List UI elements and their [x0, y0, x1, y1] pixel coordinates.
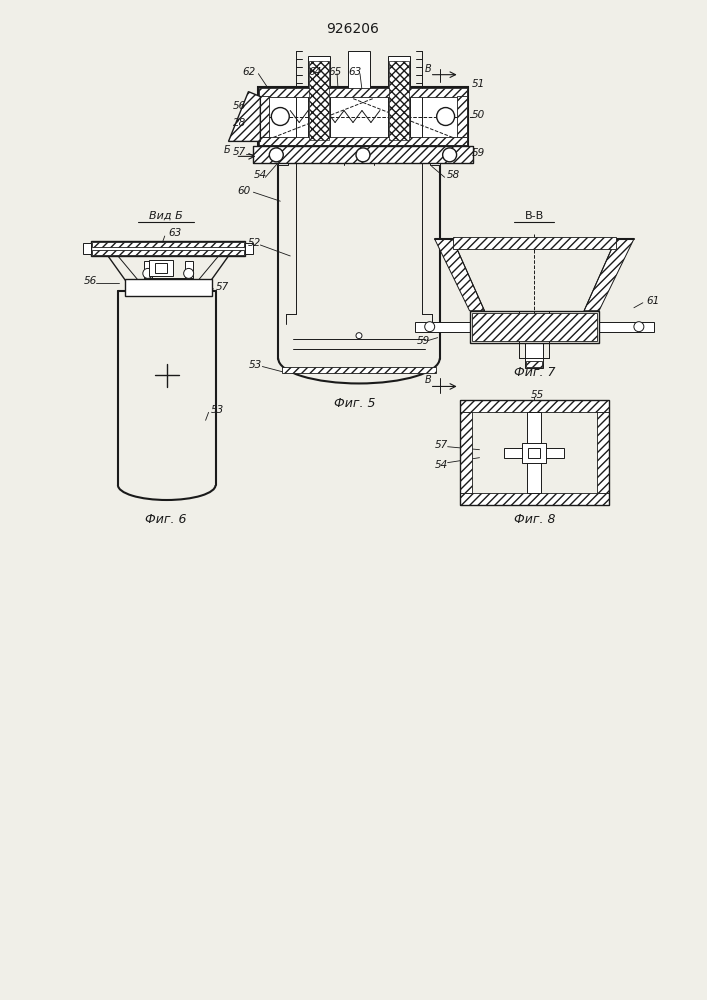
- Bar: [469, 311, 599, 343]
- Bar: [597, 412, 609, 493]
- Text: 62: 62: [243, 67, 256, 77]
- Text: В: В: [425, 375, 431, 385]
- Bar: [185, 261, 192, 286]
- Text: Фиг. 8: Фиг. 8: [513, 513, 555, 526]
- Text: 54: 54: [253, 170, 267, 180]
- Text: 57: 57: [216, 282, 229, 292]
- Bar: [259, 137, 467, 145]
- Bar: [155, 263, 167, 273]
- Bar: [259, 88, 467, 97]
- Text: 57: 57: [435, 440, 448, 450]
- Bar: [525, 343, 543, 368]
- Circle shape: [271, 108, 289, 125]
- Bar: [528, 448, 540, 458]
- Bar: [415, 322, 469, 332]
- Bar: [308, 56, 330, 145]
- Text: 51: 51: [472, 79, 485, 89]
- Bar: [258, 87, 467, 146]
- Bar: [460, 493, 609, 505]
- Bar: [253, 146, 472, 163]
- Bar: [457, 96, 467, 137]
- Text: 926206: 926206: [327, 22, 380, 36]
- Bar: [92, 242, 245, 247]
- Text: 61: 61: [647, 296, 660, 306]
- Circle shape: [143, 268, 153, 278]
- Bar: [460, 400, 609, 505]
- Text: В-В: В-В: [525, 211, 544, 221]
- Bar: [253, 146, 472, 163]
- Bar: [430, 150, 440, 165]
- Circle shape: [356, 148, 370, 162]
- Bar: [91, 241, 245, 256]
- Bar: [526, 361, 542, 367]
- Text: 60: 60: [238, 186, 251, 196]
- Bar: [144, 261, 152, 286]
- Text: 64: 64: [308, 67, 322, 77]
- Bar: [125, 279, 211, 296]
- Text: Вид Б: Вид Б: [149, 211, 182, 221]
- Text: 63: 63: [348, 67, 361, 77]
- Bar: [259, 96, 269, 137]
- Text: 59: 59: [416, 336, 430, 346]
- Bar: [92, 250, 245, 255]
- Bar: [599, 322, 654, 332]
- Text: Фиг. 6: Фиг. 6: [145, 513, 187, 526]
- Text: В: В: [425, 64, 431, 74]
- Circle shape: [425, 322, 435, 332]
- Text: 57: 57: [233, 147, 246, 157]
- Text: 53: 53: [211, 405, 224, 415]
- Text: 28: 28: [233, 118, 246, 128]
- Text: 63: 63: [169, 228, 182, 238]
- Text: Фиг. 7: Фиг. 7: [513, 366, 555, 379]
- Bar: [472, 313, 597, 341]
- Bar: [527, 412, 542, 493]
- Text: 54: 54: [435, 460, 448, 470]
- Bar: [348, 51, 370, 96]
- Text: 59: 59: [472, 148, 485, 158]
- Bar: [309, 61, 329, 140]
- Bar: [388, 56, 410, 145]
- Bar: [460, 400, 609, 412]
- Text: 52: 52: [247, 238, 261, 248]
- Bar: [279, 150, 288, 165]
- Circle shape: [269, 148, 284, 162]
- Text: 65: 65: [328, 67, 341, 77]
- Text: Б: Б: [223, 145, 230, 155]
- Circle shape: [184, 268, 194, 278]
- Polygon shape: [228, 92, 260, 141]
- Bar: [148, 260, 173, 276]
- Polygon shape: [435, 239, 484, 311]
- Bar: [245, 243, 253, 254]
- Bar: [389, 61, 409, 140]
- Bar: [83, 243, 91, 254]
- Text: 55: 55: [531, 390, 544, 400]
- Circle shape: [356, 333, 362, 339]
- Text: Фиг. 5: Фиг. 5: [334, 397, 375, 410]
- Bar: [504, 448, 564, 458]
- Circle shape: [634, 322, 644, 332]
- Circle shape: [443, 148, 457, 162]
- Bar: [522, 443, 547, 463]
- Text: 58: 58: [447, 170, 460, 180]
- Bar: [144, 278, 192, 286]
- Text: 56: 56: [233, 101, 246, 111]
- Bar: [282, 367, 436, 373]
- Polygon shape: [584, 239, 634, 311]
- Text: 53: 53: [248, 360, 262, 370]
- Bar: [460, 412, 472, 493]
- Text: 50: 50: [472, 110, 485, 120]
- Text: 56: 56: [84, 276, 98, 286]
- Bar: [452, 237, 616, 249]
- Circle shape: [437, 108, 455, 125]
